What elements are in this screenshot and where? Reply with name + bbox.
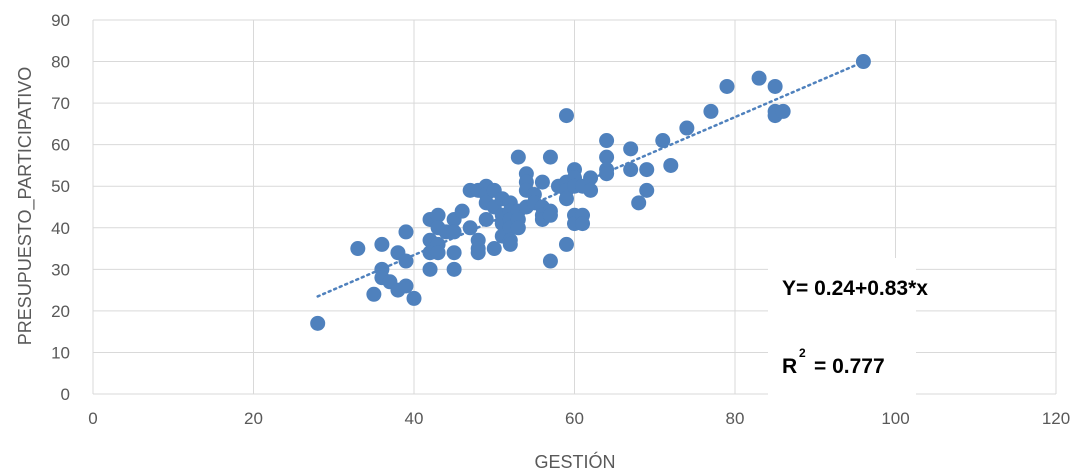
data-point (398, 253, 414, 269)
y-tick-labels: 0 10 20 30 40 50 60 70 80 90 (51, 11, 70, 404)
data-point (775, 103, 791, 119)
data-point (446, 245, 462, 261)
data-point (502, 236, 518, 252)
r2-label: R (782, 355, 797, 378)
data-point (583, 170, 599, 186)
data-point (398, 278, 414, 294)
data-point (583, 182, 599, 198)
data-point (719, 78, 735, 94)
x-tick-label: 40 (405, 409, 424, 428)
x-tick-labels: 0 20 40 60 80 100 120 (88, 409, 1070, 428)
data-point (679, 120, 695, 136)
data-point (639, 162, 655, 178)
y-tick-label: 10 (51, 343, 70, 362)
data-point (623, 162, 639, 178)
data-point (542, 207, 558, 223)
regression-equation: Y= 0.24+0.83*x (782, 277, 928, 300)
y-axis-title: PRESUPUESTO_PARTICIPATIVO (15, 67, 36, 345)
data-point (639, 182, 655, 198)
y-tick-label: 20 (51, 302, 70, 321)
data-point (542, 253, 558, 269)
y-tick-label: 30 (51, 260, 70, 279)
data-point (599, 149, 615, 165)
data-point (751, 70, 767, 86)
data-point (422, 261, 438, 277)
data-point (623, 141, 639, 157)
data-point (855, 54, 871, 70)
data-point (703, 103, 719, 119)
x-tick-label: 120 (1042, 409, 1070, 428)
data-point (534, 174, 550, 190)
r2-value: = 0.777 (814, 355, 885, 378)
y-tick-label: 90 (51, 11, 70, 30)
data-point (374, 236, 390, 252)
data-point (599, 133, 615, 149)
data-point (454, 203, 470, 219)
data-point (558, 191, 574, 207)
x-axis-title: GESTIÓN (534, 451, 615, 470)
y-tick-label: 60 (51, 136, 70, 155)
data-point (575, 216, 591, 232)
data-point (406, 290, 422, 306)
data-point (470, 245, 486, 261)
equation-box (768, 258, 916, 396)
x-tick-label: 60 (565, 409, 584, 428)
data-point (558, 236, 574, 252)
y-tick-label: 0 (61, 385, 70, 404)
data-point (430, 207, 446, 223)
data-point (510, 149, 526, 165)
data-point (631, 195, 647, 211)
data-point (542, 149, 558, 165)
data-point (310, 315, 326, 331)
data-point (767, 78, 783, 94)
data-point (655, 133, 671, 149)
data-point (510, 220, 526, 236)
r2-superscript: 2 (799, 346, 806, 360)
y-tick-label: 40 (51, 219, 70, 238)
y-tick-label: 80 (51, 53, 70, 72)
data-point (486, 241, 502, 257)
x-tick-label: 0 (88, 409, 97, 428)
data-point (663, 157, 679, 173)
data-point (350, 241, 366, 257)
data-points (310, 54, 871, 331)
data-point (599, 166, 615, 182)
data-point (430, 245, 446, 261)
x-tick-label: 80 (726, 409, 745, 428)
data-point (366, 286, 382, 302)
x-tick-label: 20 (244, 409, 263, 428)
data-point (558, 108, 574, 124)
data-point (446, 261, 462, 277)
data-point (398, 224, 414, 240)
y-tick-label: 70 (51, 94, 70, 113)
x-tick-label: 100 (881, 409, 909, 428)
data-point (478, 211, 494, 227)
data-point (446, 224, 462, 240)
data-point (462, 220, 478, 236)
y-tick-label: 50 (51, 177, 70, 196)
